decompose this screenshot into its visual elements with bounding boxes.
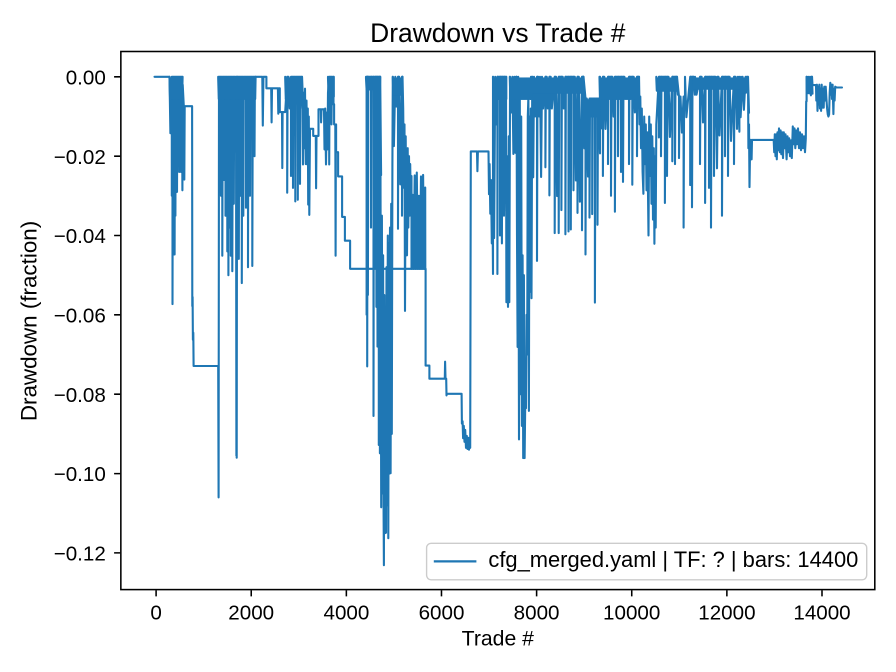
svg-text:Drawdown vs Trade #: Drawdown vs Trade # (370, 18, 626, 48)
svg-text:−0.08: −0.08 (54, 384, 106, 407)
svg-text:2000: 2000 (228, 601, 274, 624)
svg-text:−0.10: −0.10 (54, 463, 106, 486)
svg-text:−0.06: −0.06 (54, 304, 106, 327)
svg-text:4000: 4000 (323, 601, 369, 624)
svg-text:−0.04: −0.04 (54, 225, 106, 248)
svg-text:0: 0 (150, 601, 161, 624)
svg-text:12000: 12000 (698, 601, 755, 624)
svg-text:0.00: 0.00 (66, 66, 106, 89)
svg-text:6000: 6000 (419, 601, 465, 624)
svg-text:8000: 8000 (514, 601, 560, 624)
svg-text:−0.02: −0.02 (54, 146, 106, 169)
svg-text:Trade #: Trade # (462, 628, 534, 651)
svg-text:10000: 10000 (603, 601, 660, 624)
svg-text:−0.12: −0.12 (54, 543, 106, 566)
svg-text:cfg_merged.yaml | TF: ? | bars: cfg_merged.yaml | TF: ? | bars: 14400 (488, 547, 858, 572)
svg-text:14000: 14000 (793, 601, 850, 624)
svg-text:Drawdown (fraction): Drawdown (fraction) (16, 221, 41, 421)
